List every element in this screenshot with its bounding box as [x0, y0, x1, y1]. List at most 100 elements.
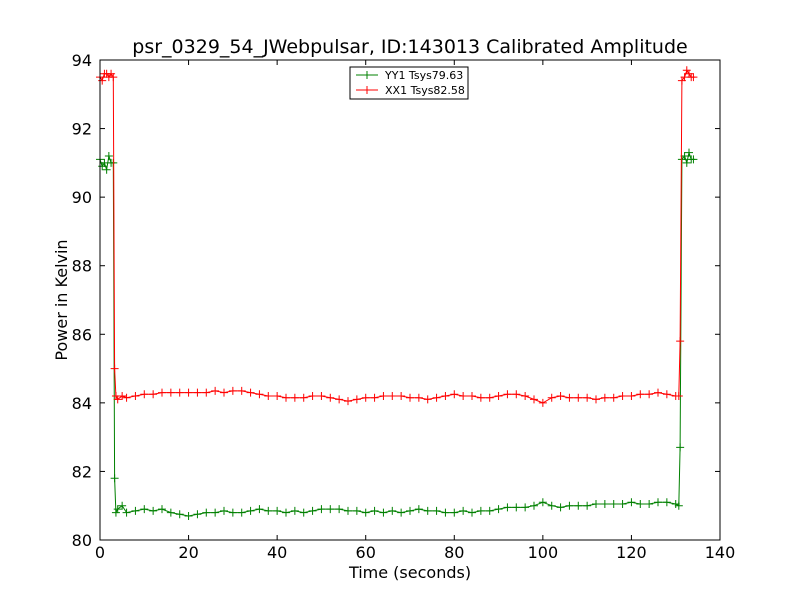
- x-tick-label: 20: [178, 543, 198, 562]
- series-xx1: [96, 66, 698, 407]
- x-axis-label: Time (seconds): [348, 563, 471, 582]
- y-tick-label: 88: [72, 257, 92, 276]
- data-point: [166, 388, 175, 397]
- data-point: [308, 392, 317, 400]
- data-point: [406, 393, 414, 402]
- data-point: [335, 505, 344, 514]
- x-tick-label: 140: [705, 543, 736, 562]
- x-tick-label: 80: [444, 543, 464, 562]
- chart-title: psr_0329_54_JWebpulsar, ID:143013 Calibr…: [132, 36, 687, 58]
- data-point: [645, 500, 654, 508]
- data-point: [538, 498, 547, 507]
- x-tick-label: 60: [356, 543, 376, 562]
- data-point: [538, 398, 547, 407]
- data-point: [109, 73, 118, 82]
- data-point: [397, 508, 406, 517]
- data-point: [149, 390, 158, 399]
- y-axis-label: Power in Kelvin: [52, 239, 71, 360]
- data-point: [237, 386, 246, 395]
- data-point: [290, 506, 299, 515]
- data-point: [676, 443, 685, 452]
- data-point: [228, 386, 237, 395]
- data-point: [158, 388, 166, 397]
- data-point: [352, 506, 361, 515]
- data-point: [600, 500, 609, 508]
- data-point: [111, 508, 120, 517]
- data-point: [344, 397, 352, 406]
- data-point: [264, 392, 273, 400]
- data-point: [627, 498, 636, 507]
- data-point: [158, 505, 166, 514]
- plot-frame: [99, 59, 721, 541]
- data-point: [379, 392, 388, 400]
- data-point: [468, 508, 476, 517]
- data-point: [423, 395, 432, 404]
- data-point: [406, 506, 414, 515]
- data-point: [468, 392, 476, 400]
- data-point: [122, 393, 131, 402]
- series-yy1: [96, 148, 698, 520]
- data-point: [175, 510, 184, 519]
- legend-box: [349, 66, 469, 100]
- data-point: [220, 506, 228, 515]
- data-point: [547, 393, 556, 402]
- data-point: [282, 508, 290, 517]
- data-point: [118, 392, 127, 400]
- series-layer: [96, 66, 698, 520]
- data-point: [414, 505, 423, 514]
- data-point: [282, 393, 290, 402]
- y-tick-label: 94: [72, 51, 92, 70]
- data-point: [193, 388, 202, 397]
- data-point: [521, 503, 530, 512]
- data-point: [184, 388, 193, 397]
- data-point: [131, 506, 140, 515]
- data-point: [113, 505, 122, 514]
- data-point: [565, 501, 574, 510]
- data-point: [246, 506, 255, 515]
- data-point: [397, 392, 406, 400]
- data-point: [352, 395, 361, 404]
- data-point: [140, 505, 149, 514]
- data-point: [326, 393, 335, 402]
- data-point: [202, 388, 211, 397]
- data-point: [273, 392, 282, 400]
- data-point: [654, 388, 662, 397]
- data-point: [317, 505, 326, 514]
- legend-label-xx1: XX1 Tsys82.58: [385, 84, 465, 97]
- data-point: [110, 364, 119, 373]
- legend-marker-xx1: [363, 86, 371, 94]
- data-point: [459, 506, 468, 515]
- x-tick-label: 120: [616, 543, 647, 562]
- x-tick-label: 40: [267, 543, 287, 562]
- data-point: [674, 392, 683, 400]
- data-point: [676, 337, 685, 346]
- data-point: [592, 500, 600, 508]
- data-point: [255, 505, 264, 514]
- data-point: [166, 508, 175, 517]
- data-point: [583, 393, 592, 402]
- data-point: [299, 508, 308, 517]
- data-point: [388, 506, 397, 515]
- data-point: [503, 503, 512, 512]
- y-tick-label: 82: [72, 462, 92, 481]
- x-tick-label: 100: [528, 543, 559, 562]
- data-point: [645, 390, 654, 399]
- data-point: [211, 508, 220, 517]
- data-point: [565, 393, 574, 402]
- data-point: [246, 388, 255, 397]
- data-point: [682, 158, 691, 167]
- data-point: [618, 392, 627, 400]
- data-point: [361, 508, 370, 517]
- data-point: [193, 510, 202, 519]
- data-point: [104, 152, 113, 160]
- legend-marker-yy1: [363, 71, 371, 79]
- data-point: [441, 508, 450, 517]
- data-point: [432, 506, 441, 515]
- data-point: [574, 501, 583, 510]
- data-point: [674, 501, 683, 510]
- data-point: [228, 508, 237, 517]
- data-point: [317, 392, 326, 400]
- data-point: [102, 165, 111, 174]
- data-point: [609, 393, 618, 402]
- data-point: [110, 474, 119, 483]
